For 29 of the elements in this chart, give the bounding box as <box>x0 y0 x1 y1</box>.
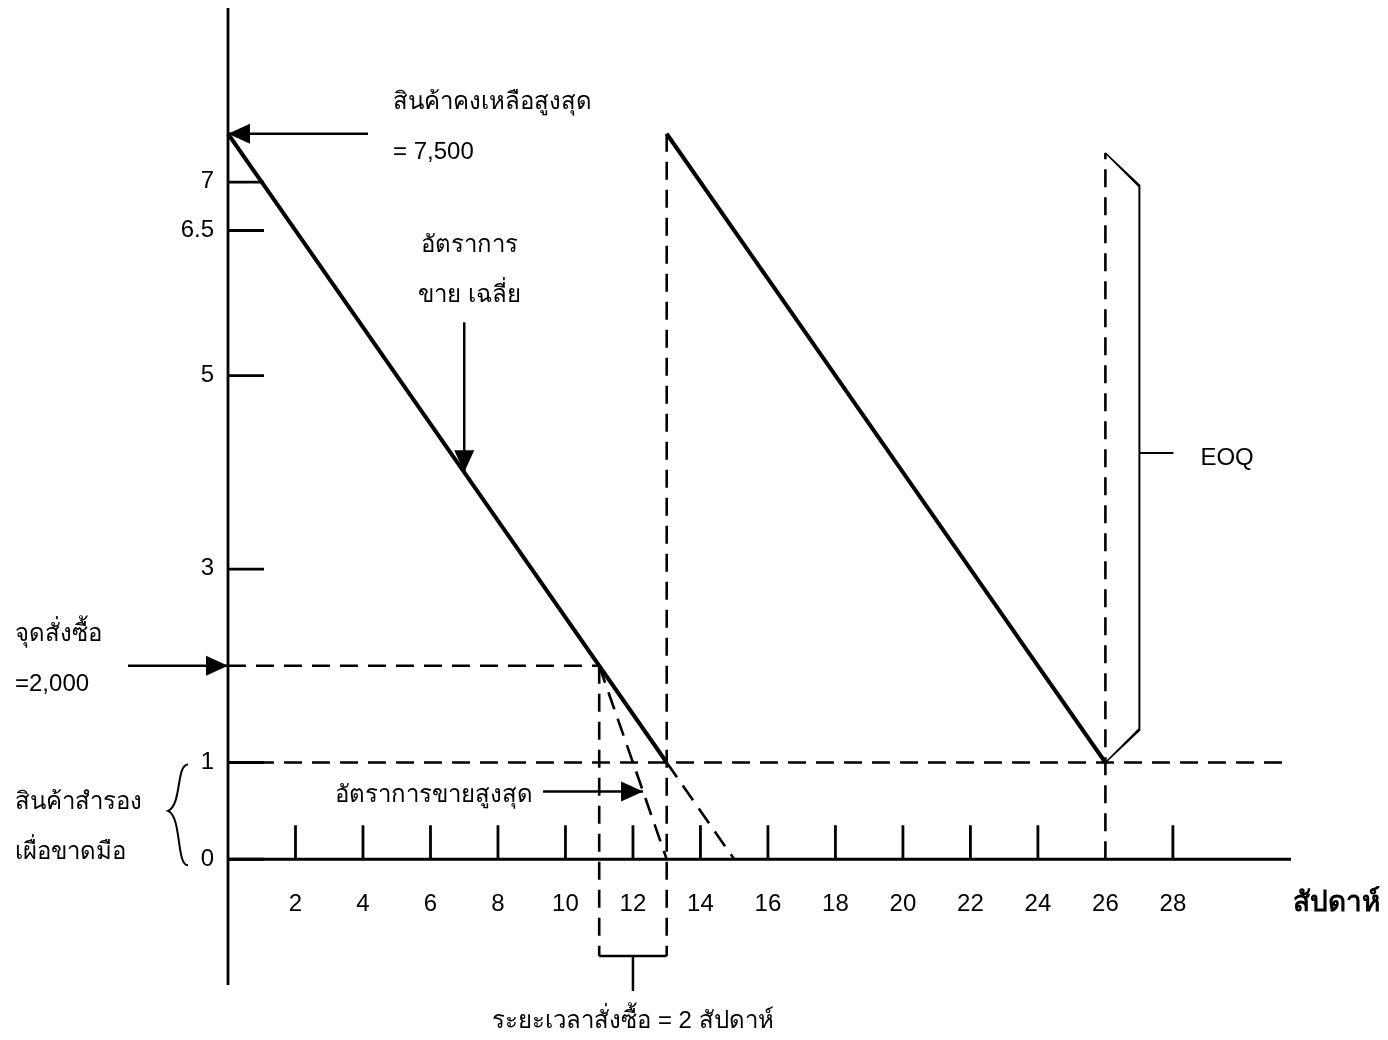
x-tick-label: 18 <box>822 889 849 917</box>
x-tick-label: 4 <box>356 889 370 917</box>
y-tick-label: 6.5 <box>180 214 214 242</box>
y-tick-label: 3 <box>200 553 214 581</box>
annotation: สินค้าสำรอง เผื่อขาดมือ <box>15 786 142 864</box>
x-tick-label: 28 <box>1159 889 1187 917</box>
x-axis-title: สัปดาห์ <box>1293 886 1380 918</box>
x-tick-label: 2 <box>288 889 303 917</box>
annotation: อัตราการขายสูงสุด <box>335 779 644 807</box>
y-tick-label: 0 <box>200 843 214 871</box>
x-tick-label: 16 <box>754 889 782 917</box>
x-tick-label: 20 <box>889 889 917 917</box>
annotation: EOQ <box>1200 442 1254 470</box>
y-tick-label: 1 <box>200 746 214 774</box>
x-tick-label: 8 <box>491 889 505 917</box>
y-tick-label: 7 <box>200 166 214 194</box>
y-tick-label: 5 <box>200 359 214 387</box>
x-tick-label: 10 <box>552 889 579 917</box>
annotation: อัตราการ ขาย เฉลี่ย <box>417 230 521 473</box>
x-tick-label: 6 <box>423 889 438 917</box>
annotation: อัตราการขายสูงสุด <box>335 779 534 809</box>
x-tick-label: 12 <box>619 889 647 917</box>
x-tick-label: 26 <box>1092 889 1119 917</box>
annotation: สินค้าคงเหลือสูงสุด = 7,500 <box>393 86 592 164</box>
x-tick-label: 24 <box>1024 889 1052 917</box>
x-tick-label: 22 <box>957 889 984 917</box>
annotation: อัตราการ ขาย เฉลี่ย <box>417 230 521 308</box>
x-tick-label: 14 <box>687 889 714 917</box>
annotation: สินค้าคงเหลือสูงสุด = 7,500 <box>228 86 592 164</box>
